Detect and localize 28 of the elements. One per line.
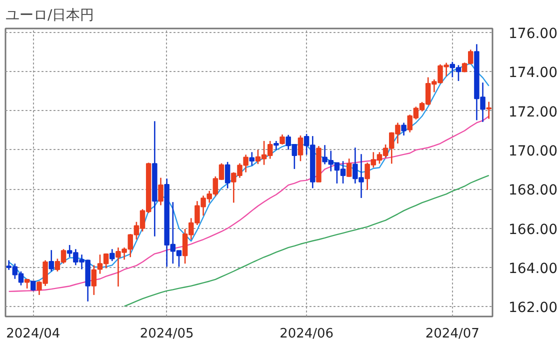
y-tick-label: 174.00	[508, 65, 558, 82]
y-tick-label: 170.00	[508, 143, 558, 160]
candlestick	[110, 248, 115, 262]
line-series	[8, 116, 490, 292]
candlestick	[158, 177, 164, 206]
candlestick	[486, 101, 492, 120]
line-series	[8, 62, 490, 283]
candlestick	[346, 158, 352, 178]
candlestick	[249, 151, 255, 166]
x-tick-label: 2024/07	[425, 326, 480, 342]
y-tick-label: 164.00	[508, 261, 558, 278]
y-tick-label: 176.00	[508, 26, 558, 42]
x-tick-label: 2024/04	[6, 326, 60, 342]
candlestick	[30, 280, 36, 292]
y-tick-label: 162.00	[508, 300, 558, 316]
y-tick-label: 172.00	[508, 104, 558, 120]
candlestick	[401, 122, 406, 136]
line-series	[124, 174, 490, 307]
candlestick	[274, 140, 279, 151]
candlestick	[224, 161, 230, 190]
candlestick	[298, 134, 304, 162]
candlestick	[280, 134, 285, 146]
x-tick-label: 2024/05	[140, 326, 194, 342]
x-tick-label: 2024/06	[280, 326, 334, 342]
y-tick-label: 166.00	[508, 222, 558, 238]
y-tick-label: 168.00	[508, 182, 558, 199]
candlestick	[48, 249, 54, 272]
chart-title: ユーロ/日本円	[6, 8, 94, 24]
